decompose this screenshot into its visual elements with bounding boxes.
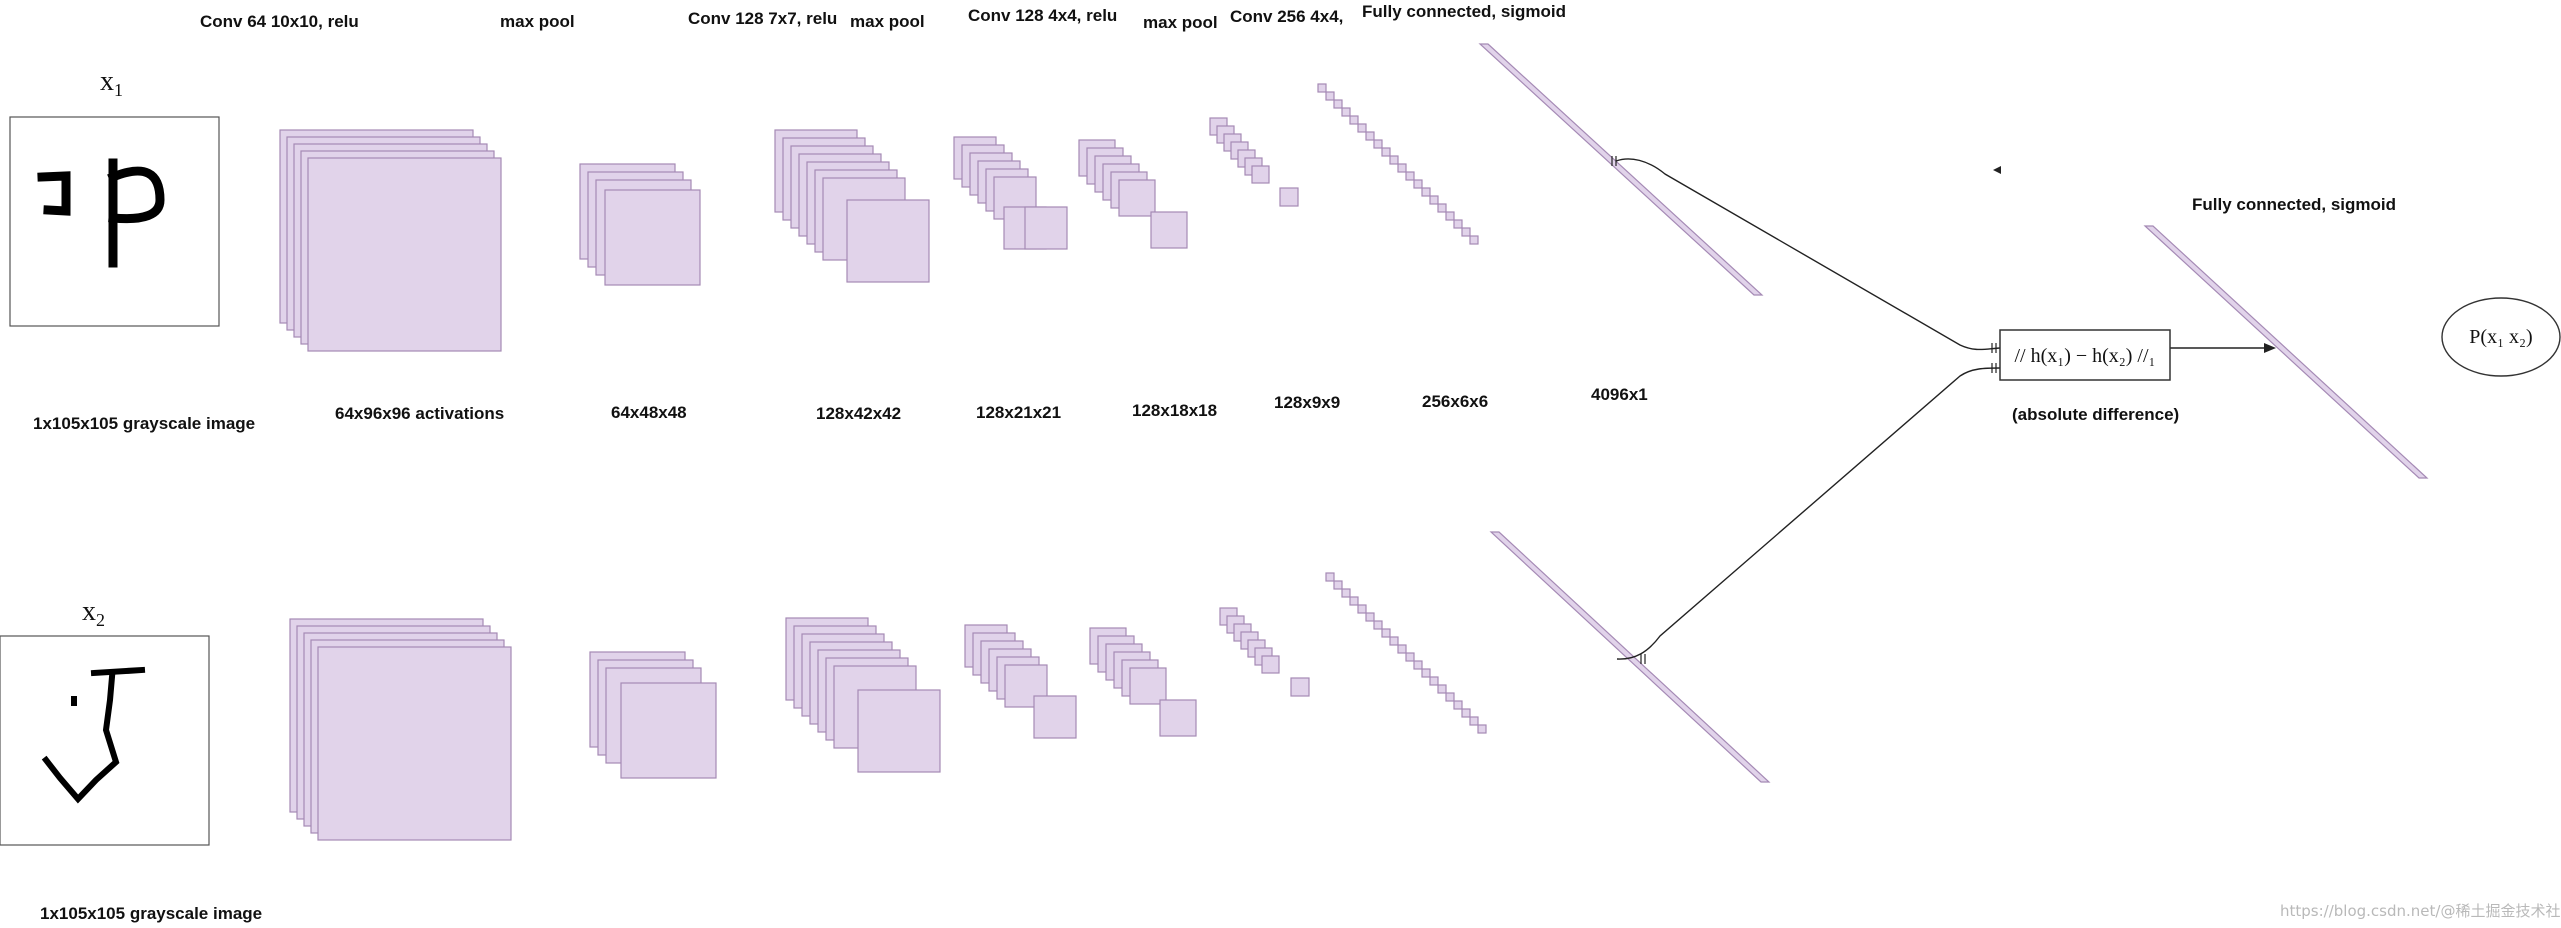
conv4-maps-top [1317,83,1479,245]
caption-input-2: 1x105x105 grayscale image [40,904,262,923]
output-probability: P(x₁ x₂) [2469,326,2532,348]
output-node [2441,297,2561,377]
conv1-maps-top [279,129,502,352]
fc1-layer-bottom [1489,531,1771,783]
layer-headers: Conv 64 10x10, relu max pool Conv 128 7x… [200,2,1566,32]
x2-label: x2 [82,596,105,630]
pool3-maps-bottom [1219,607,1310,697]
conv1-maps-bottom [289,618,512,841]
header-conv4: Conv 256 4x4, [1230,7,1343,26]
shape-label-pool1: 64x48x48 [611,403,687,422]
input-x2: x2 1x105x105 grayscale image [0,596,262,923]
conv2-maps-top [774,129,930,283]
x1-label: x1 [100,66,123,100]
header-pool3: max pool [1143,13,1218,32]
arrow-head-icon [2264,343,2276,353]
shape-labels: 64x96x96 activations 64x48x48 128x42x42 … [335,385,1648,423]
shape-label-conv1: 64x96x96 activations [335,404,504,423]
header-fc2: Fully connected, sigmoid [2192,195,2396,214]
conv4-maps-bottom [1325,572,1487,734]
output-module: Fully connected, sigmoid P(x₁ x₂) [2143,195,2561,479]
header-pool1: max pool [500,12,575,31]
header-fc1: Fully connected, sigmoid [1362,2,1566,21]
pool3-maps-top [1209,117,1299,207]
caption-input-1: 1x105x105 grayscale image [33,414,255,433]
stray-arrow-mark-icon [1993,166,2001,174]
handwritten-character-2 [41,666,146,804]
shape-label-conv4: 256x6x6 [1422,392,1488,411]
distance-module: // h(x₁) − h(x₂) //₁ (absolute differenc… [1999,329,2179,424]
conv2-maps-bottom [785,617,941,773]
conv3-maps-bottom [1089,627,1197,737]
header-pool2: max pool [850,12,925,31]
shape-label-pool2: 128x21x21 [976,403,1061,422]
header-conv2: Conv 128 7x7, relu [688,9,837,28]
feature-maps-bottom [289,531,1771,841]
shape-label-fc1: 4096x1 [1591,385,1648,404]
absolute-difference-caption: (absolute difference) [2012,405,2179,424]
connector-top-to-distance [1615,158,2001,351]
header-conv3: Conv 128 4x4, relu [968,6,1117,25]
shape-label-pool3: 128x9x9 [1274,393,1340,412]
fc1-layer-top [1478,43,1764,296]
fc2-layer [2143,225,2429,479]
shape-label-conv2: 128x42x42 [816,404,901,423]
pool1-maps-top [579,163,701,286]
header-conv1: Conv 64 10x10, relu [200,12,359,31]
pool2-maps-top [953,136,1068,250]
watermark: https://blog.csdn.net/@稀土掘金技术社区 [2280,902,2561,920]
input-image-2 [0,635,210,846]
shape-label-conv3: 128x18x18 [1132,401,1217,420]
connectors [1611,156,2276,664]
feature-maps-top [279,43,1764,352]
pool1-maps-bottom [589,651,717,779]
connector-bottom-to-distance [1616,367,2001,660]
pool2-maps-bottom [964,624,1077,739]
conv3-maps-top [1078,139,1188,249]
handwritten-character-1 [37,158,165,268]
absolute-difference-formula: // h(x₁) − h(x₂) //₁ [2014,345,2155,367]
connector-ticks [1611,156,1997,664]
input-x1: x1 1x105x105 grayscale image [9,66,255,433]
absolute-difference-box [1999,329,2171,381]
